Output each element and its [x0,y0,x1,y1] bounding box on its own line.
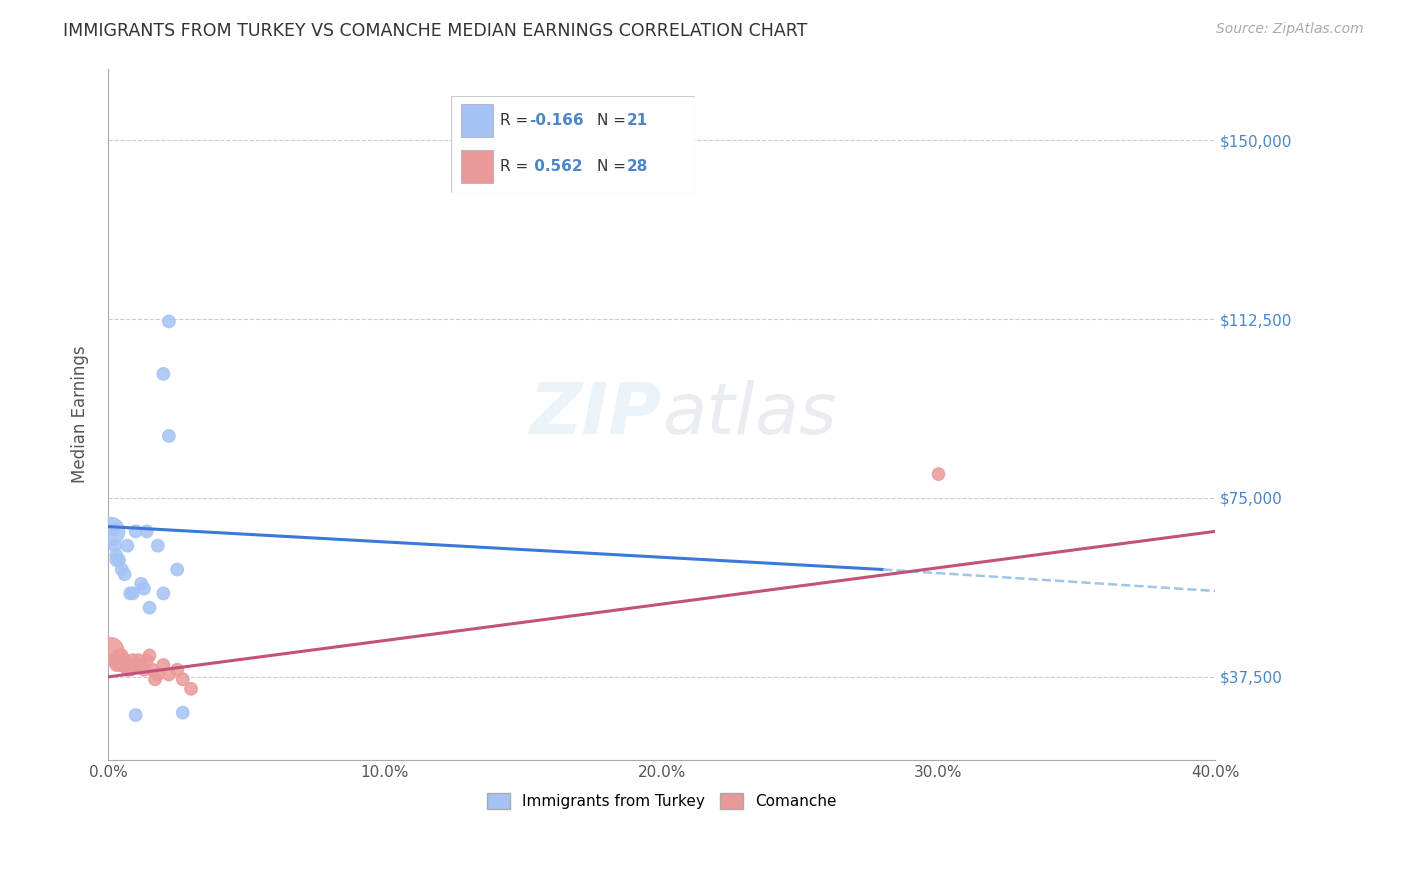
Point [105,553,128,567]
Point [152,367,174,381]
Point [122,586,145,600]
Point [141,663,163,677]
Point [138,648,160,663]
Point [103,653,125,667]
Point [104,539,127,553]
Point [120,586,142,600]
Text: atlas: atlas [662,380,837,449]
Point [157,314,180,328]
Point [180,681,202,696]
Point [108,657,131,672]
Point [103,522,125,536]
Point [100,643,122,657]
Point [157,429,180,443]
Point [172,673,194,687]
Point [129,577,152,591]
Point [152,586,174,600]
Point [124,657,146,672]
Text: Source: ZipAtlas.com: Source: ZipAtlas.com [1216,22,1364,37]
Point [108,553,131,567]
Point [105,653,128,667]
Text: ZIP: ZIP [530,380,662,449]
Point [114,567,136,582]
Point [111,648,134,663]
Point [122,653,145,667]
Point [928,467,950,481]
Point [108,648,131,663]
Point [132,582,155,596]
Text: IMMIGRANTS FROM TURKEY VS COMANCHE MEDIAN EARNINGS CORRELATION CHART: IMMIGRANTS FROM TURKEY VS COMANCHE MEDIA… [63,22,807,40]
Point [138,600,160,615]
Point [143,673,166,687]
Point [152,657,174,672]
Y-axis label: Median Earnings: Median Earnings [72,345,89,483]
Point [172,706,194,720]
Legend: Immigrants from Turkey, Comanche: Immigrants from Turkey, Comanche [481,787,842,815]
Point [114,657,136,672]
Point [132,663,155,677]
Point [105,548,128,562]
Point [117,539,139,553]
Point [111,657,134,672]
Point [129,657,152,672]
Point [157,667,180,681]
Point [146,539,169,553]
Point [117,663,139,677]
Point [105,657,128,672]
Point [114,653,136,667]
Point [135,653,157,667]
Point [166,562,188,576]
Point [124,708,146,723]
Point [146,667,169,681]
Point [120,663,142,677]
Point [135,524,157,539]
Point [111,562,134,576]
Point [166,663,188,677]
Point [124,524,146,539]
Point [100,524,122,539]
Point [127,653,149,667]
